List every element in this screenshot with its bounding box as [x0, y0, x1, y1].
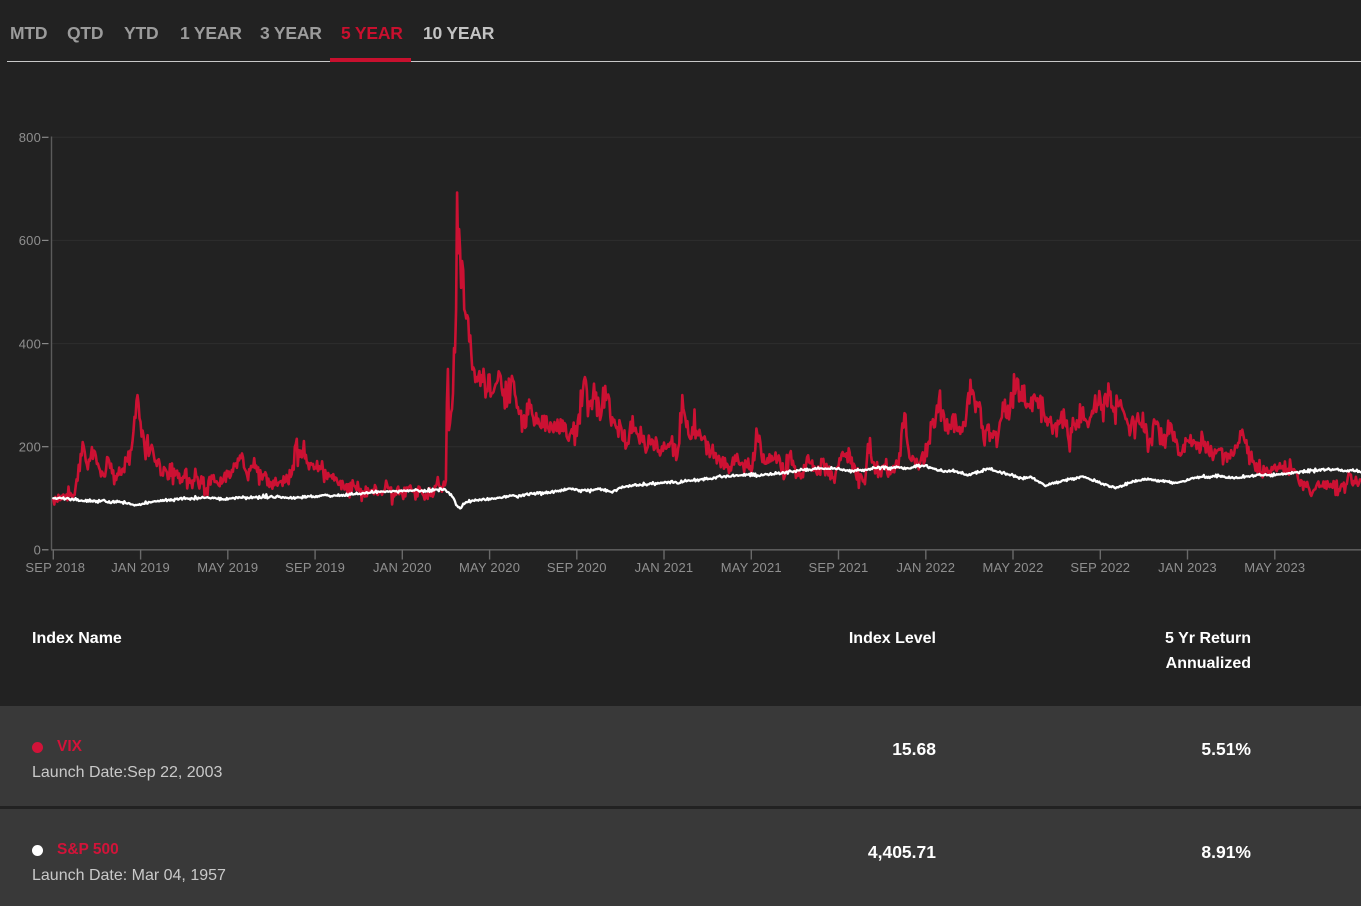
svg-text:0: 0 — [34, 543, 41, 558]
svg-text:800: 800 — [19, 130, 41, 145]
svg-text:SEP 2022: SEP 2022 — [1070, 560, 1130, 575]
svg-text:MAY 2023: MAY 2023 — [1244, 560, 1305, 575]
svg-text:JAN 2022: JAN 2022 — [896, 560, 955, 575]
svg-text:SEP 2020: SEP 2020 — [547, 560, 607, 575]
svg-text:MAY 2019: MAY 2019 — [197, 560, 258, 575]
svg-text:MAY 2022: MAY 2022 — [982, 560, 1043, 575]
svg-text:SEP 2018: SEP 2018 — [25, 560, 85, 575]
svg-text:JAN 2019: JAN 2019 — [111, 560, 170, 575]
svg-text:JAN 2021: JAN 2021 — [635, 560, 694, 575]
svg-text:JAN 2020: JAN 2020 — [373, 560, 432, 575]
svg-text:JAN 2023: JAN 2023 — [1158, 560, 1217, 575]
svg-text:SEP 2019: SEP 2019 — [285, 560, 345, 575]
svg-text:MAY 2021: MAY 2021 — [721, 560, 782, 575]
svg-text:400: 400 — [19, 336, 41, 351]
svg-text:MAY 2020: MAY 2020 — [459, 560, 520, 575]
svg-text:600: 600 — [19, 233, 41, 248]
svg-text:SEP 2021: SEP 2021 — [809, 560, 869, 575]
svg-text:200: 200 — [19, 439, 41, 454]
